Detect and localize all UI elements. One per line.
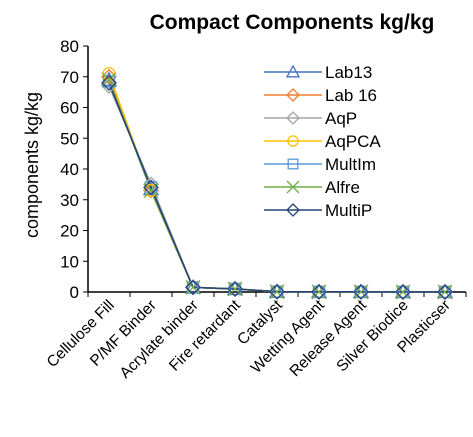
y-tick-label: 0 [70, 283, 79, 302]
data-point [311, 283, 327, 300]
legend-marker [286, 111, 300, 125]
data-point [186, 281, 200, 294]
series-markers [100, 67, 454, 300]
data-point [227, 281, 243, 297]
data-point [185, 279, 201, 296]
data-point [437, 284, 453, 300]
legend-marker [285, 64, 301, 78]
legend-label: Lab 16 [325, 86, 377, 105]
data-point [269, 284, 285, 300]
data-point [311, 284, 327, 300]
data-point [438, 285, 452, 299]
y-tick-label: 80 [60, 37, 79, 56]
series-line-5 [108, 79, 445, 293]
data-point [396, 285, 410, 299]
legend-marker [287, 158, 299, 170]
y-axis-label: components kg/kg [22, 92, 42, 238]
legend-label: Alfre [325, 178, 360, 197]
legend-label: AqP [325, 109, 357, 128]
series-line-1 [108, 76, 445, 293]
legend-marker [286, 203, 300, 217]
series-line-0 [108, 79, 445, 293]
data-point [353, 284, 369, 300]
data-point [312, 285, 326, 299]
y-tick-label: 50 [60, 129, 79, 148]
legend-label: MultIm [325, 155, 376, 174]
legend-marker [286, 180, 300, 194]
data-point [354, 285, 368, 299]
data-point [228, 282, 242, 296]
data-point [437, 284, 453, 300]
chart-title: Compact Components kg/kg [150, 11, 435, 34]
legend-label: MultiP [325, 201, 372, 220]
y-tick-label: 70 [60, 68, 79, 87]
series-line-3 [108, 73, 445, 293]
y-tick-label: 30 [60, 191, 79, 210]
data-point [185, 279, 201, 295]
data-point [227, 281, 243, 297]
legend-label: AqPCA [325, 132, 381, 151]
series-lines [108, 73, 445, 293]
y-ticks: 0 10 20 30 40 50 60 70 80 [60, 37, 88, 302]
y-tick-label: 40 [60, 160, 79, 179]
data-point [395, 284, 411, 300]
legend-marker [287, 135, 299, 147]
data-point [269, 283, 285, 300]
data-point [144, 181, 158, 194]
data-point [101, 74, 117, 91]
legend: Lab13 Lab 16 AqP AqPCA MultIm Alfre MultiP [264, 63, 381, 220]
y-tick-label: 20 [60, 222, 79, 241]
data-point [143, 182, 159, 199]
x-tick-label: Wetting Agent [248, 296, 329, 377]
data-point [143, 179, 159, 196]
y-tick-label: 10 [60, 252, 79, 271]
legend-marker [286, 88, 300, 102]
series-line-2 [108, 85, 445, 293]
data-point [395, 284, 411, 300]
data-point [270, 285, 284, 298]
y-tick-label: 60 [60, 99, 79, 118]
data-point [353, 283, 369, 300]
legend-label: Lab13 [325, 63, 372, 82]
